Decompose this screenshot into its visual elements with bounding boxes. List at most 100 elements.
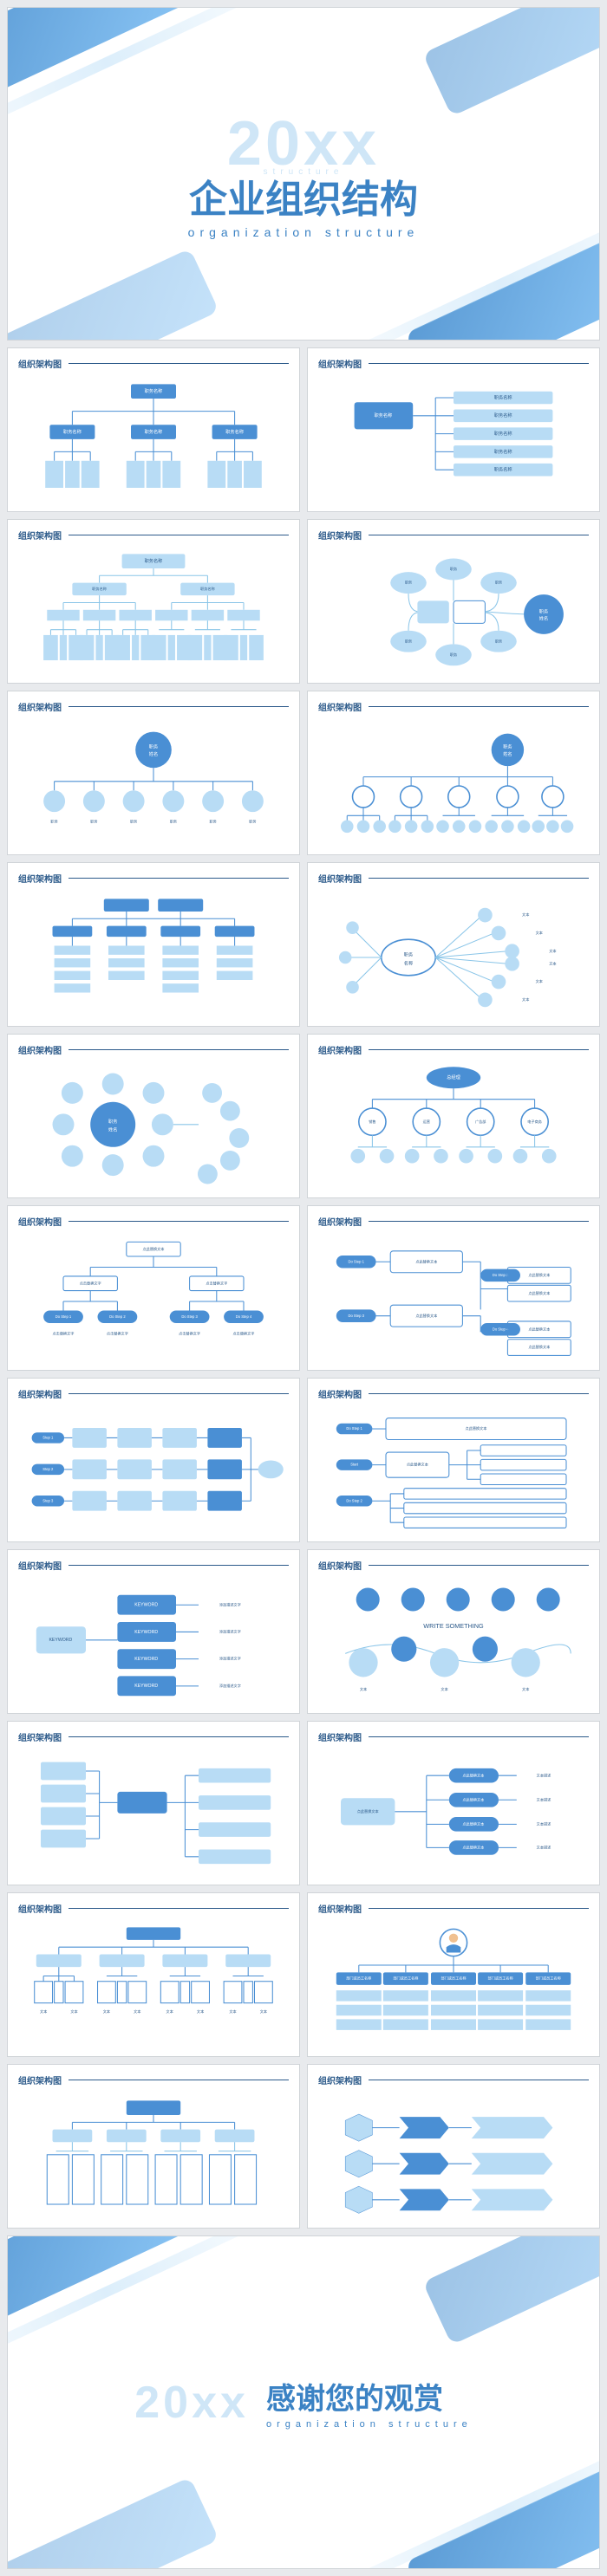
- svg-text:Do Step 2: Do Step 2: [493, 1273, 509, 1277]
- svg-text:添加描述文字: 添加描述文字: [219, 1655, 241, 1660]
- svg-text:职务名称: 职务名称: [374, 412, 392, 419]
- svg-text:职务: 职务: [405, 638, 412, 643]
- svg-text:点此替换文本: 点此替换文本: [528, 1290, 550, 1295]
- svg-text:点此替换文本: 点此替换文本: [462, 1820, 484, 1826]
- svg-text:添加描述文字: 添加描述文字: [219, 1601, 241, 1606]
- slide-18: 组织架构图: [7, 1721, 300, 1885]
- slide-5: 组织架构图 职务 职务 职务 职务姓名 职务 职务 职务: [307, 519, 600, 684]
- svg-text:运营: 运营: [423, 1119, 430, 1124]
- svg-text:文本: 文本: [197, 2008, 204, 2014]
- svg-text:文本: 文本: [522, 996, 529, 1002]
- svg-text:部门或员工名称: 部门或员工名称: [346, 1976, 371, 1981]
- svg-text:职务名称: 职务名称: [200, 586, 215, 591]
- svg-text:点此替换文本: 点此替换文本: [528, 1327, 550, 1332]
- svg-text:文本: 文本: [536, 978, 543, 983]
- svg-text:点此替换文本: 点此替换文本: [462, 1796, 484, 1801]
- svg-text:KEYWORD: KEYWORD: [134, 1657, 158, 1662]
- end-year: 20xx: [134, 2377, 249, 2429]
- cover-slide: 20xx structure 企业组织结构 organization struc…: [7, 7, 600, 341]
- svg-text:点此替换文本: 点此替换文本: [415, 1313, 437, 1318]
- svg-text:Do Step 2: Do Step 2: [109, 1314, 126, 1319]
- slide-2: 组织架构图 职务名称 职务名称 职务名称 职务名称: [7, 347, 300, 512]
- svg-text:职务名称: 职务名称: [63, 428, 82, 435]
- svg-text:点此替换文本: 点此替换文本: [462, 1844, 484, 1849]
- slide-header: 组织架构图: [18, 357, 289, 370]
- slide-10: 组织架构图 职务姓名: [7, 1034, 300, 1198]
- svg-text:Step 2: Step 2: [42, 1466, 54, 1470]
- slide-7: 组织架构图 职务姓名: [307, 691, 600, 855]
- slide-21: 组织架构图 部门或员工名称 部门或员工名称 部门或员工名称 部门或员工名称 部门…: [307, 1892, 600, 2057]
- slide-4: 组织架构图 职务名称 职务名称 职务名称: [7, 519, 300, 684]
- svg-text:KEYWORD: KEYWORD: [134, 1629, 158, 1634]
- svg-text:职务: 职务: [539, 607, 548, 614]
- svg-text:职务: 职务: [495, 580, 502, 585]
- subtitle: organization structure: [188, 225, 420, 239]
- svg-text:职务: 职务: [503, 743, 512, 750]
- svg-text:Start: Start: [350, 1462, 359, 1466]
- svg-text:职务: 职务: [149, 743, 158, 750]
- svg-text:Do Step 4: Do Step 4: [493, 1327, 509, 1332]
- slide-19: 组织架构图 点此替换文本 点此替换文本 点此替换文本 点此替换文本 点此替换文本…: [307, 1721, 600, 1885]
- svg-text:职务: 职务: [450, 566, 457, 571]
- svg-text:广告部: 广告部: [475, 1119, 486, 1124]
- svg-text:职务: 职务: [495, 638, 502, 643]
- slide-3: 组织架构图 职务名称 职务名称 职务名称 职务名称 职务名称 职务名称: [307, 347, 600, 512]
- svg-text:Do Step 1: Do Step 1: [346, 1426, 362, 1431]
- svg-text:点击替换文字: 点击替换文字: [206, 1281, 227, 1286]
- svg-text:点此替换文本: 点此替换文本: [357, 1808, 379, 1814]
- svg-text:销售: 销售: [369, 1119, 375, 1124]
- svg-text:总经理: 总经理: [447, 1074, 460, 1080]
- svg-text:职务: 职务: [130, 819, 137, 824]
- svg-text:文本描述: 文本描述: [537, 1772, 552, 1777]
- svg-text:Do Step 1: Do Step 1: [348, 1260, 364, 1264]
- svg-text:点此替换文本: 点此替换文本: [528, 1272, 550, 1277]
- svg-text:Do Step 4: Do Step 4: [236, 1314, 252, 1319]
- slide-16: 组织架构图 KEYWORD KEYWORD KEYWORD KEYWORD KE…: [7, 1549, 300, 1714]
- svg-text:Do Step 3: Do Step 3: [348, 1314, 364, 1318]
- svg-text:文本: 文本: [549, 960, 556, 965]
- svg-text:职务名称: 职务名称: [225, 428, 244, 435]
- svg-text:部门或员工名称: 部门或员工名称: [488, 1976, 513, 1981]
- svg-text:职务: 职务: [170, 819, 177, 824]
- svg-text:文本描述: 文本描述: [537, 1796, 552, 1801]
- end-slide: 20xx 感谢您的观赏 organization structure: [7, 2235, 600, 2569]
- svg-text:职务: 职务: [209, 819, 216, 824]
- svg-text:文本描述: 文本描述: [537, 1844, 552, 1849]
- svg-text:职务: 职务: [404, 951, 413, 957]
- svg-text:文本: 文本: [134, 2008, 140, 2014]
- svg-text:职务名称: 职务名称: [145, 428, 163, 435]
- svg-text:文本: 文本: [360, 1686, 367, 1691]
- svg-text:文本: 文本: [229, 2008, 236, 2014]
- end-title: 感谢您的观赏: [266, 2375, 473, 2417]
- svg-text:职务名称: 职务名称: [494, 448, 512, 455]
- svg-text:职务: 职务: [108, 1118, 117, 1125]
- svg-text:文本: 文本: [260, 2008, 267, 2014]
- svg-text:文本: 文本: [522, 1686, 529, 1691]
- slide-11: 组织架构图 总经理 销售 运营 广告部 电子商务: [307, 1034, 600, 1198]
- svg-text:电子商务: 电子商务: [527, 1119, 542, 1124]
- svg-text:部门或员工名称: 部门或员工名称: [441, 1976, 466, 1981]
- slide-17: 组织架构图 WRITE SOMETHING 文本文本文本: [307, 1549, 600, 1714]
- svg-text:KEYWORD: KEYWORD: [49, 1638, 72, 1643]
- svg-text:文本: 文本: [441, 1686, 447, 1691]
- svg-text:KEYWORD: KEYWORD: [134, 1602, 158, 1607]
- svg-text:职务名称: 职务名称: [494, 465, 512, 472]
- svg-text:职务: 职务: [405, 580, 412, 585]
- svg-text:文本描述: 文本描述: [537, 1820, 552, 1826]
- svg-text:文本: 文本: [549, 948, 556, 953]
- slide-12: 组织架构图 点此替换文本 点击替换文字 点击替换文字 Do Step 1 Do …: [7, 1205, 300, 1370]
- slide-20: 组织架构图 文本文本 文本文本 文本文本 文本文本: [7, 1892, 300, 2057]
- svg-text:Do Step 1: Do Step 1: [55, 1314, 72, 1319]
- svg-text:WRITE SOMETHING: WRITE SOMETHING: [423, 1622, 484, 1630]
- svg-text:部门或员工名称: 部门或员工名称: [393, 1976, 418, 1981]
- svg-text:职务: 职务: [50, 819, 57, 824]
- svg-text:文本: 文本: [536, 930, 543, 935]
- svg-text:部门或员工名称: 部门或员工名称: [536, 1976, 561, 1981]
- svg-text:姓名: 姓名: [108, 1126, 117, 1133]
- slide-8: 组织架构图: [7, 862, 300, 1027]
- svg-text:KEYWORD: KEYWORD: [134, 1684, 158, 1689]
- svg-text:职务: 职务: [249, 819, 256, 824]
- svg-text:职务名称: 职务名称: [145, 557, 163, 564]
- slide-15: 组织架构图 Do Step 1 点此替换文本 Start 点此替换文本 Do S…: [307, 1378, 600, 1542]
- svg-text:名称: 名称: [404, 960, 413, 967]
